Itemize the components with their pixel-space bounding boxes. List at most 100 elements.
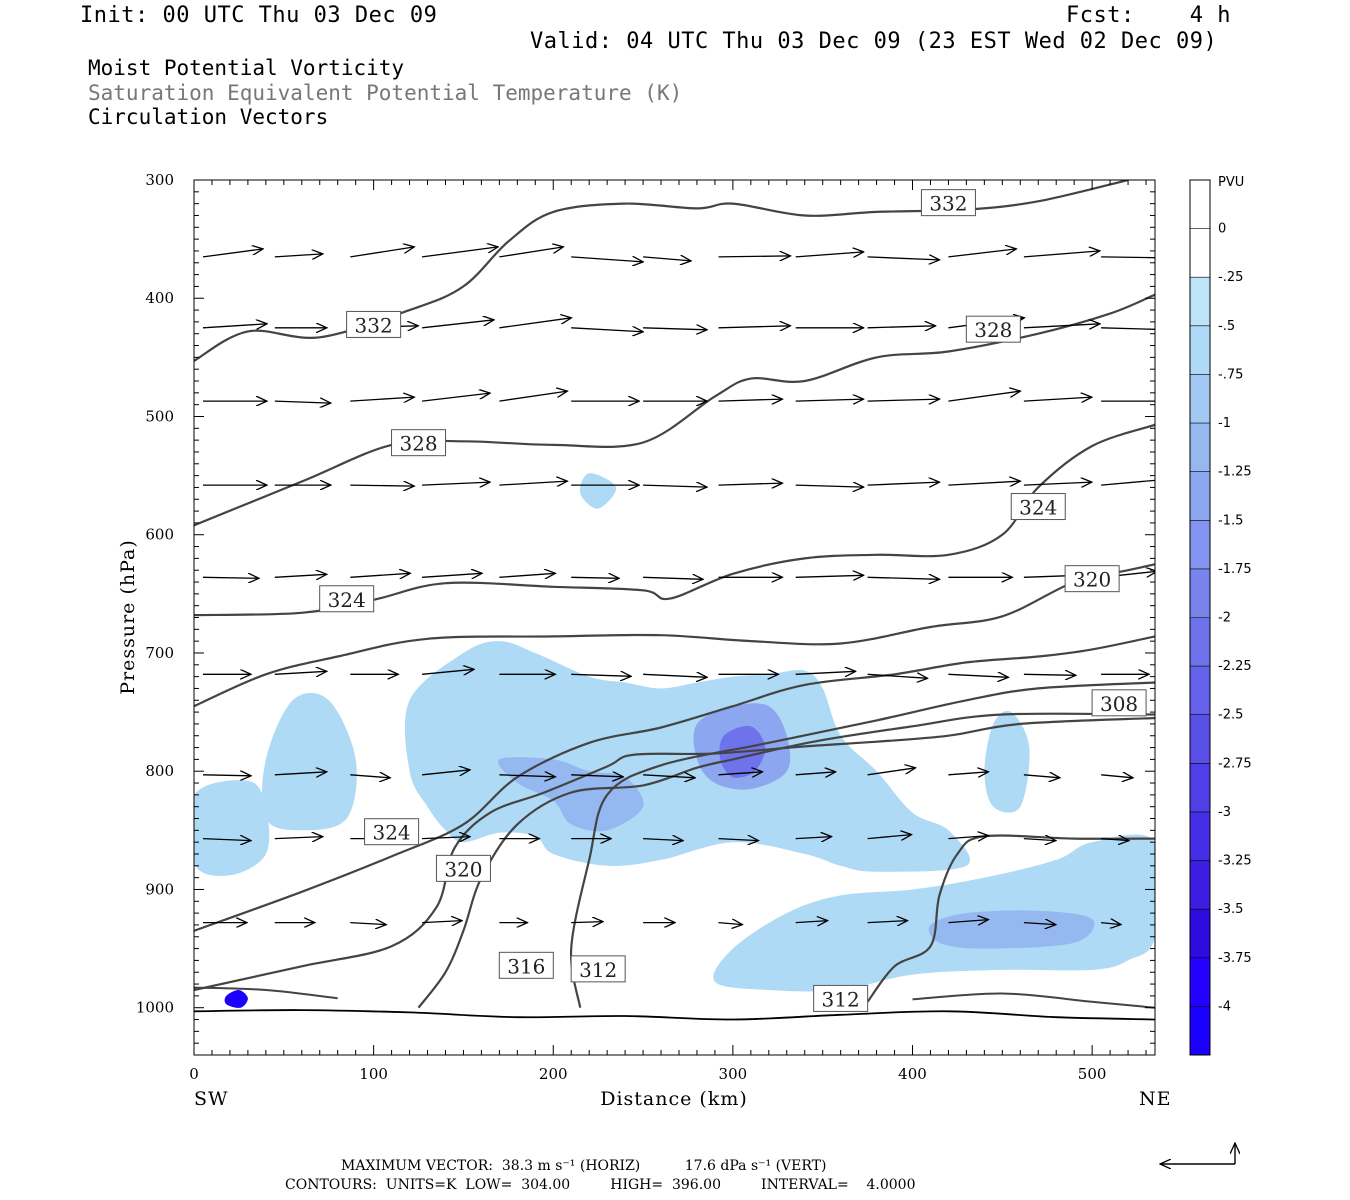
colorbar-swatch (1190, 180, 1210, 229)
circulation-vector (643, 775, 695, 778)
contour-label-box (364, 818, 420, 846)
surface-line (194, 1009, 1155, 1021)
colorbar-swatch (1190, 277, 1210, 326)
circulation-vector (422, 393, 490, 402)
circulation-vector (1101, 327, 1155, 330)
y-tick-label: 600 (145, 526, 174, 544)
colorbar-label: -1 (1218, 416, 1231, 431)
right-end-label: NE (1139, 1088, 1172, 1110)
x-tick-label: 0 (189, 1065, 199, 1083)
circulation-vector (274, 401, 331, 403)
circulation-vector (1023, 674, 1076, 675)
circulation-vector (643, 328, 707, 330)
circulation-vector (795, 575, 864, 577)
y-axis-label: Pressure (hPa) (117, 539, 139, 695)
theta-contour-320 (194, 563, 1155, 708)
theta-contour-316 (194, 635, 1155, 932)
circulation-vector (202, 249, 263, 258)
contour-label-324: 324 (328, 588, 366, 612)
circulation-vector (948, 391, 1020, 402)
circulation-vector (499, 391, 567, 402)
pv-shade-region (261, 692, 357, 831)
theta-contour-fragment (194, 986, 338, 1000)
colorbar-label: -2.5 (1218, 708, 1243, 723)
theta-contour-308 (866, 834, 1155, 1003)
contour-label-332: 332 (355, 313, 393, 337)
circulation-vector (202, 577, 259, 578)
colorbar-swatch (1190, 520, 1210, 569)
circulation-vector (1101, 923, 1121, 925)
circulation-vector (948, 249, 1016, 258)
pv-shade-region (579, 473, 617, 509)
theta-contour-324 (194, 716, 1155, 992)
circulation-vector (1023, 251, 1100, 258)
circulation-vector (571, 257, 643, 262)
pv-shade-region (984, 710, 1030, 813)
circulation-vector (718, 326, 791, 328)
field-title-theta: Saturation Equivalent Potential Temperat… (88, 81, 683, 105)
colorbar-label: -2.75 (1218, 756, 1252, 771)
circulation-vector (499, 247, 563, 258)
circulation-vector (1101, 839, 1129, 841)
circulation-vector (571, 328, 643, 332)
colorbar-label: -.25 (1218, 270, 1243, 285)
circulation-vector (350, 923, 386, 925)
circulation-vector (948, 836, 988, 839)
colorbar-label: -1.25 (1218, 465, 1252, 480)
circulation-vector (422, 247, 498, 258)
circulation-vector (718, 772, 763, 775)
pv-shade-region (928, 910, 1095, 949)
y-tick-label: 1000 (136, 999, 174, 1017)
pv-shade-region (404, 641, 971, 872)
pv-shade-region (194, 780, 270, 876)
colorbar-swatch (1190, 228, 1210, 278)
colorbar-swatch (1190, 617, 1210, 667)
y-tick-label: 800 (145, 762, 174, 780)
circulation-vector (274, 772, 327, 775)
circulation-vector (499, 573, 555, 577)
circulation-vector (867, 399, 940, 401)
colorbar-label: -2 (1218, 611, 1231, 626)
circulation-vector (571, 577, 619, 578)
circulation-vector (643, 485, 707, 487)
x-tick-label: 400 (898, 1065, 927, 1083)
circulation-vector (274, 837, 323, 839)
colorbar-swatch (1190, 423, 1210, 472)
circulation-vector (350, 573, 410, 577)
colorbar-swatch (1190, 860, 1210, 910)
circulation-vector (795, 837, 832, 839)
circulation-vector (422, 482, 490, 485)
contour-label-box (1010, 493, 1066, 521)
colorbar-swatch (1190, 763, 1210, 812)
footer-max-vector: MAXIMUM VECTOR: 38.3 m s⁻¹ (HORIZ) 17.6 … (341, 1158, 827, 1174)
circulation-vector (1023, 324, 1100, 328)
circulation-vector (867, 835, 912, 839)
colorbar-label: -3.25 (1218, 854, 1252, 869)
contour-label-box (1064, 565, 1120, 593)
contour-label-box (391, 429, 447, 457)
colorbar-swatch (1190, 909, 1210, 958)
colorbar-swatch (1190, 811, 1210, 861)
contour-label-332: 332 (929, 192, 967, 216)
y-tick-label: 500 (145, 407, 174, 425)
circulation-vector (948, 481, 1020, 485)
contour-label-324: 324 (372, 821, 410, 845)
contour-label-328: 328 (399, 432, 437, 456)
circulation-vector (948, 920, 988, 923)
colorbar-label: -4 (1218, 999, 1231, 1014)
circulation-vector (350, 247, 414, 258)
circulation-vector (867, 326, 936, 328)
init-time: Init: 00 UTC Thu 03 Dec 09 (80, 3, 438, 28)
circulation-vector (795, 399, 864, 401)
contour-label-320: 320 (1073, 568, 1111, 592)
y-tick-label: 400 (145, 289, 174, 307)
field-title-vectors: Circulation Vectors (88, 105, 329, 129)
reference-vector-icon (1160, 1143, 1235, 1164)
theta-contour-fragment (912, 992, 1155, 1009)
footer-contours: CONTOURS: UNITS=K LOW= 304.00 HIGH= 396.… (285, 1177, 916, 1193)
circulation-vector (274, 671, 327, 674)
circulation-vector (718, 399, 783, 401)
contour-label-box (965, 315, 1021, 343)
circulation-vector (795, 921, 828, 923)
circulation-vector (1023, 923, 1056, 925)
